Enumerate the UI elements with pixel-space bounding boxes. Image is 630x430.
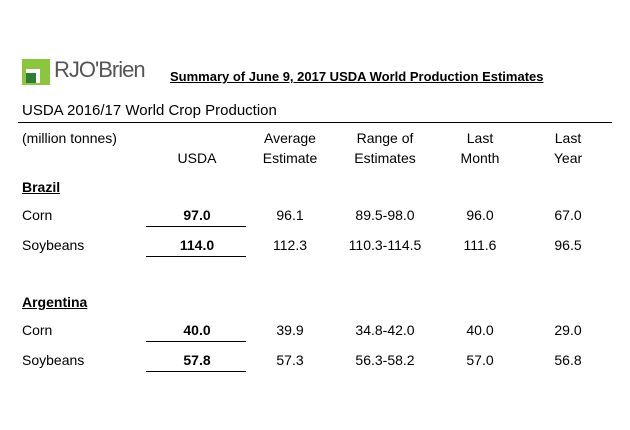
divider (18, 122, 612, 123)
cell-value: 96.0 (466, 207, 494, 223)
column-header: Year (553, 150, 583, 166)
column-header: Average (264, 130, 316, 146)
row-label: Corn (22, 207, 53, 223)
logo-text: RJO'Brien (54, 57, 146, 82)
usda-value: 40.0 (183, 322, 211, 338)
caption: USDA 2016/17 World Crop Production (22, 102, 277, 119)
cell-value: 56.3-58.2 (355, 352, 415, 368)
cell-value: 112.3 (273, 237, 307, 253)
cell-value: 40.0 (466, 322, 494, 338)
cell-value: 89.5-98.0 (355, 207, 415, 223)
usda-underline (146, 371, 246, 372)
cell-value: 29.0 (554, 322, 582, 338)
unit: (million tonnes) (22, 130, 117, 146)
usda-value: 57.8 (183, 352, 211, 368)
cell-value: 56.8 (554, 352, 582, 368)
cell-value: 96.5 (554, 237, 582, 253)
column-header: USDA (177, 150, 217, 166)
logo-icon (22, 59, 50, 85)
column-header: Last (554, 130, 582, 146)
cell-value: 39.9 (276, 322, 304, 338)
column-header: Estimates (354, 150, 416, 166)
column-header: Month (460, 150, 500, 166)
cell-value: 34.8-42.0 (355, 322, 415, 338)
title: Summary of June 9, 2017 USDA World Produ… (170, 69, 544, 84)
cell-value: 57.3 (276, 352, 304, 368)
cell-value: 96.1 (276, 207, 304, 223)
usda-value: 97.0 (183, 207, 211, 223)
usda-underline (146, 341, 246, 342)
row-label: Soybeans (22, 352, 85, 368)
cell-value: 67.0 (554, 207, 582, 223)
column-header: Estimate (262, 150, 318, 166)
row-label: Corn (22, 322, 53, 338)
section-name: Brazil (22, 179, 61, 195)
row-label: Soybeans (22, 237, 85, 253)
section-name: Argentina (22, 294, 88, 310)
column-header: Last (466, 130, 494, 146)
column-header: Range of (356, 130, 414, 146)
cell-value: 111.6 (463, 237, 497, 253)
usda-underline (146, 256, 246, 257)
usda-underline (146, 226, 246, 227)
usda-value: 114.0 (179, 237, 215, 253)
cell-value: 110.3-114.5 (348, 237, 422, 253)
cell-value: 57.0 (466, 352, 494, 368)
